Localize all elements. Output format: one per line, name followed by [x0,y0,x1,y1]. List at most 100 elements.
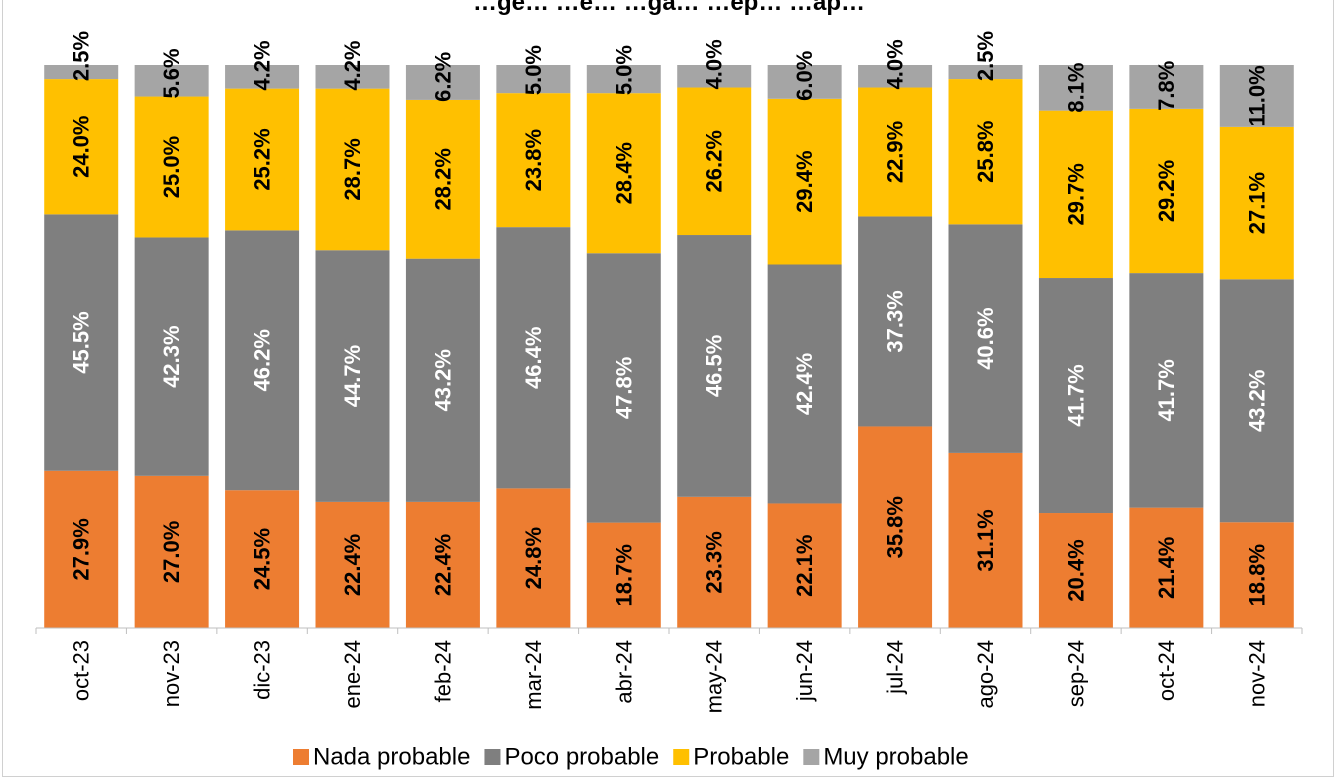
bar-segment-nada-probable [1219,522,1294,628]
data-label: 31.1% [973,509,998,571]
data-label: 24.8% [521,527,546,589]
bar-segment-poco-probable [677,235,752,497]
x-tick-label: sep-24 [1063,640,1088,707]
bar-segment-poco-probable [948,224,1023,453]
bar-segment-muy-probable [44,65,119,80]
data-label: 41.7% [1154,359,1179,421]
bar-segment-muy-probable [496,65,571,94]
legend-label: Poco probable [504,744,659,771]
bar-segment-nada-probable [858,426,933,628]
bar-segment-muy-probable [134,65,209,97]
bar-segment-probable [586,93,661,254]
bar-segment-poco-probable [44,214,119,471]
bar-segment-poco-probable [225,230,300,491]
x-tick-label: ene-24 [340,640,365,709]
data-label: 4.0% [883,39,908,89]
data-label: 23.3% [702,531,727,593]
bar-segment-nada-probable [1129,507,1204,628]
x-tick-label: abr-24 [611,640,636,704]
data-label: 27.0% [159,521,184,583]
bar-segment-poco-probable [1129,273,1204,508]
bar-segment-poco-probable [134,237,209,476]
bar-segment-poco-probable [767,264,842,504]
bar-segment-probable [134,96,209,238]
bar-segment-nada-probable [44,470,119,628]
data-label: 46.2% [250,329,275,391]
data-label: 25.2% [250,128,275,190]
legend-swatch [484,749,501,765]
bar-segment-muy-probable [677,65,752,88]
chart-title-text: …ge… …e… …ga… …ep… …ap… [473,0,865,16]
x-tick-label: ago-24 [973,640,998,709]
data-label: 29.2% [1154,160,1179,222]
data-label: 23.8% [521,129,546,191]
bar-segment-poco-probable [405,258,480,502]
bar-segment-muy-probable [1038,65,1113,111]
x-tick-label: may-24 [702,640,727,713]
x-tick-label: jul-24 [883,640,908,695]
bar-segment-probable [44,79,119,215]
bar-segment-muy-probable [586,65,661,94]
data-label: 28.2% [430,148,455,210]
data-label: 2.5% [973,31,998,81]
bar-segment-nada-probable [586,522,661,628]
bar-segment-probable [405,99,480,259]
data-label: 8.1% [1063,62,1088,112]
data-label: 28.7% [340,138,365,200]
bar-segment-muy-probable [225,65,300,89]
data-label: 4.2% [340,40,365,90]
data-label: 20.4% [1063,539,1088,601]
bar-segment-nada-probable [315,501,390,628]
legend-swatch [293,749,309,765]
bar-segment-nada-probable [767,503,842,628]
data-label: 18.8% [1244,544,1269,606]
bar-segment-poco-probable [586,253,661,523]
data-label: 25.8% [973,121,998,183]
data-label: 22.1% [792,535,817,597]
bar-segment-poco-probable [1038,278,1113,514]
data-label: 29.4% [792,150,817,212]
data-label: 22.4% [340,534,365,596]
bar-segment-muy-probable [1129,65,1204,109]
bar-segment-muy-probable [767,65,842,99]
data-label: 27.9% [69,518,94,580]
data-label: 29.7% [1063,163,1088,225]
data-label: 11.0% [1244,65,1269,126]
bar-segment-probable [1038,110,1113,279]
bar-segment-probable [677,87,752,236]
legend: Nada probable Poco probable Probable Muy pr… [293,744,969,771]
data-label: 46.5% [702,335,727,397]
bar-segment-muy-probable [858,65,933,88]
x-axis: oct-23 nov-23 dic-23 ene-24 feb-24 mar-24 abr-… [35,627,1303,713]
bar-segment-probable [225,88,300,231]
data-label: 24.0% [69,116,94,178]
data-label: 24.5% [250,528,275,590]
data-label: 42.4% [792,353,817,415]
bar-segment-probable [315,88,390,251]
bar-segment-probable [767,98,842,265]
data-label: 21.4% [1154,537,1179,599]
legend-swatch [803,749,820,765]
bar-segment-probable [858,87,933,217]
data-label: 22.9% [883,121,908,183]
bar-segment-poco-probable [1219,279,1294,523]
bar-segment-probable [948,79,1023,225]
data-label: 26.2% [702,130,727,192]
data-label: 5.0% [521,45,546,95]
bar-segment-nada-probable [134,475,209,628]
data-label: 22.4% [430,534,455,596]
legend-swatch [673,749,690,765]
bar-segment-probable [496,93,571,228]
data-label: 44.7% [340,345,365,407]
bar-segment-muy-probable [948,65,1023,80]
data-label: 42.3% [159,325,184,387]
data-label: 5.0% [611,45,636,95]
x-tick-label: dic-23 [250,640,275,700]
bar-segment-poco-probable [858,216,933,427]
bar-segment-nada-probable [677,496,752,628]
bar-segment-muy-probable [315,65,390,89]
bar-segment-muy-probable [1219,65,1294,127]
x-tick-label: jun-24 [792,640,817,702]
x-tick-label: oct-24 [1154,640,1179,701]
data-label: 45.5% [69,311,94,373]
